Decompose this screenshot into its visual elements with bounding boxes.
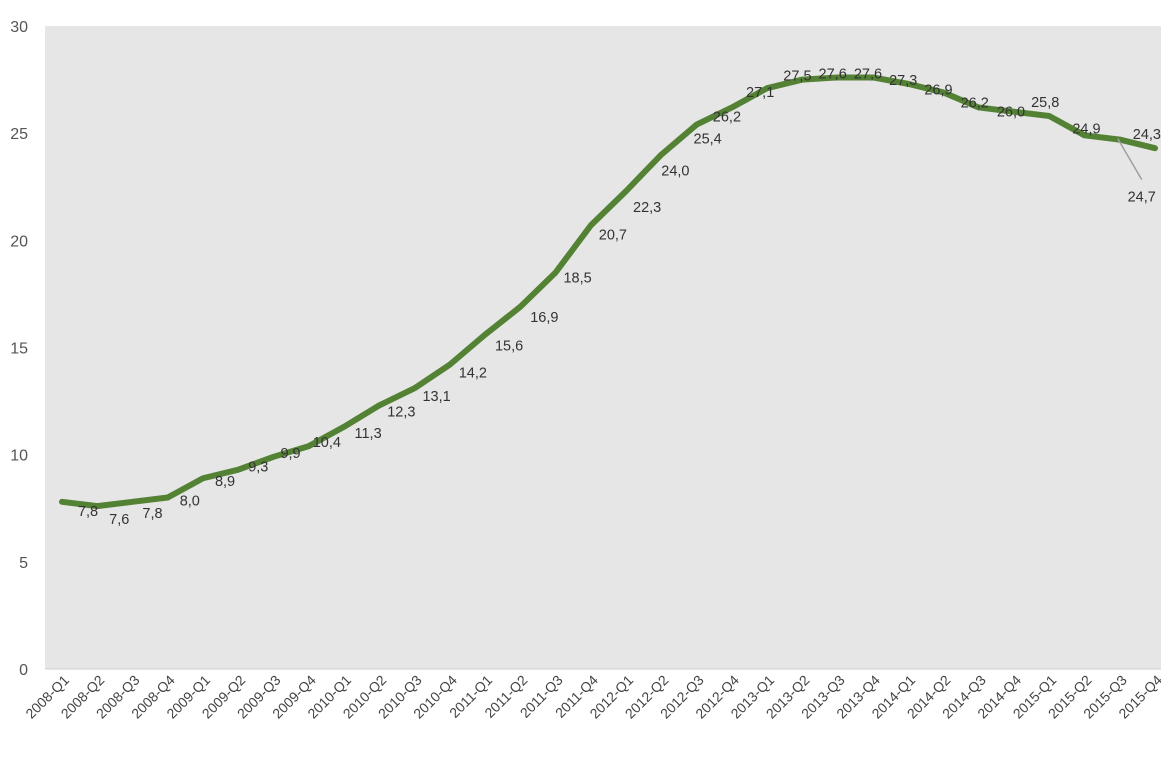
- data-label: 27,6: [854, 66, 882, 82]
- series-line: [59, 74, 1158, 510]
- data-label: 26,0: [997, 105, 1025, 121]
- data-label: 26,9: [924, 82, 952, 98]
- data-label: 9,9: [280, 446, 300, 462]
- data-label: 27,1: [746, 85, 774, 101]
- y-tick-label: 30: [10, 19, 28, 36]
- data-label: 7,8: [142, 506, 162, 522]
- data-label: 7,8: [78, 504, 98, 520]
- y-tick-label: 20: [10, 233, 28, 250]
- data-label: 27,6: [819, 66, 847, 82]
- y-tick-label: 0: [19, 662, 28, 679]
- data-label: 27,3: [889, 73, 917, 89]
- data-label: 24,9: [1072, 121, 1100, 137]
- data-labels: 7,8 7,6 7,8 8,0 8,9 9,3 9,9 10,4 11,3 12,3 13,1 14,…: [78, 66, 1161, 528]
- y-tick-label: 15: [10, 341, 28, 358]
- data-label: 27,5: [783, 69, 811, 85]
- data-label: 15,6: [495, 339, 523, 355]
- data-label: 12,3: [387, 404, 415, 420]
- y-tick-label: 5: [19, 555, 28, 572]
- data-label: 10,4: [313, 435, 341, 451]
- data-label: 22,3: [633, 200, 661, 216]
- y-axis: 0 5 10 15 20 25 30: [10, 19, 28, 679]
- data-label: 24,3: [1133, 127, 1161, 143]
- label-leader-line: [1117, 138, 1143, 180]
- y-tick-label: 10: [10, 448, 28, 465]
- y-tick-label: 25: [10, 126, 28, 143]
- data-label: 16,9: [530, 310, 558, 326]
- data-label: 8,0: [180, 494, 200, 510]
- data-label: 26,2: [713, 109, 741, 125]
- data-label: 14,2: [459, 366, 487, 382]
- x-axis: 2008-Q12008-Q22008-Q32008-Q42009-Q12009-…: [22, 672, 1161, 722]
- data-label: 8,9: [215, 474, 235, 490]
- data-label: 13,1: [422, 389, 450, 405]
- data-label: 11,3: [354, 426, 381, 442]
- data-label: 24,0: [661, 164, 689, 180]
- data-label: 24,7: [1128, 190, 1156, 206]
- plot-area: [45, 26, 1161, 669]
- data-label: 18,5: [563, 270, 591, 286]
- data-label: 26,2: [961, 95, 989, 111]
- data-label: 20,7: [599, 227, 627, 243]
- data-label: 25,8: [1031, 95, 1059, 111]
- data-label: 9,3: [248, 460, 268, 476]
- data-label: 7,6: [109, 512, 129, 528]
- data-label: 25,4: [694, 132, 722, 148]
